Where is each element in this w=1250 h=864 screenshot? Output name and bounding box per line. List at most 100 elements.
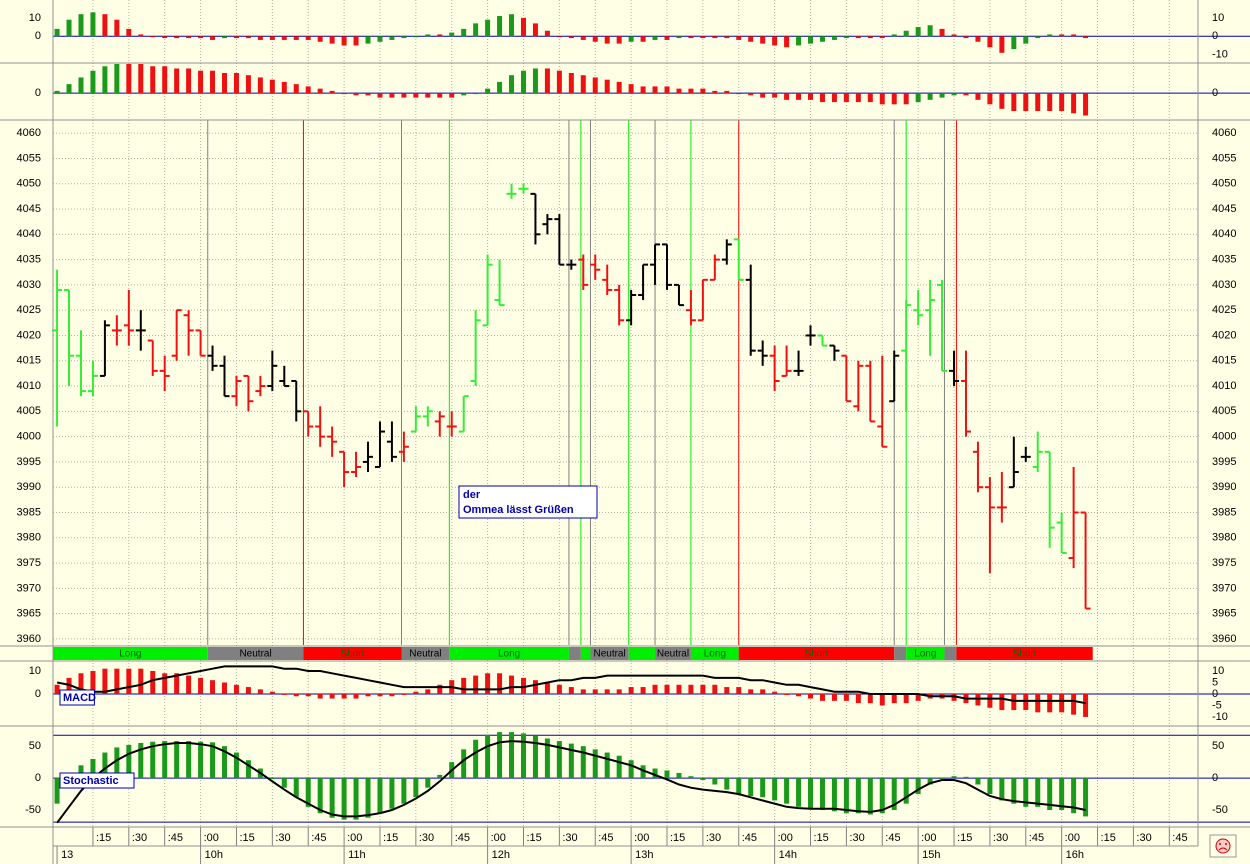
y-tick-label: 10 — [29, 665, 41, 677]
indicator-bar — [975, 36, 981, 42]
indicator-bar — [174, 36, 180, 39]
indicator-bar — [951, 776, 957, 779]
indicator-bar — [126, 28, 132, 37]
signal-label: Short — [1013, 649, 1037, 660]
icon-eye — [1219, 843, 1221, 845]
indicator-bar — [987, 778, 993, 795]
indicator-bar — [90, 12, 96, 37]
indicator-bar — [604, 36, 610, 44]
indicator-bar — [126, 64, 132, 94]
indicator-bar — [437, 34, 443, 37]
indicator-bar — [186, 675, 192, 694]
indicator-bar — [1035, 93, 1041, 112]
indicator-bar — [772, 36, 778, 46]
indicator-bar — [628, 687, 634, 694]
x-tick-label: :30 — [706, 832, 721, 844]
indicator-bar — [556, 684, 562, 694]
indicator-bar — [210, 70, 216, 94]
indicator-bar — [520, 677, 526, 694]
indicator-bar — [891, 693, 897, 704]
annotation-line: Ommea lässt Grüßen — [463, 504, 574, 516]
indicator-bar — [341, 778, 347, 820]
indicator-bar — [353, 693, 359, 699]
y2-tick-label: 5 — [1212, 676, 1218, 688]
indicator-bar — [891, 778, 897, 811]
signal-label: Short — [341, 649, 365, 660]
indicator-bar — [784, 93, 790, 100]
signal-segment — [944, 647, 957, 660]
indicator-bar — [174, 741, 180, 779]
indicator-bar — [174, 673, 180, 694]
panel-label-frame — [59, 772, 135, 789]
indicator-bar — [198, 677, 204, 694]
indicator-bar — [855, 36, 861, 39]
indicator-bar — [1083, 93, 1089, 116]
indicator-bar — [1083, 36, 1089, 39]
indicator-bar — [664, 86, 670, 94]
signal-segment — [401, 647, 450, 660]
indicator-bar — [293, 778, 299, 798]
y2-tick-label: 3990 — [1212, 481, 1236, 493]
indicator-bar — [831, 93, 837, 103]
indicator-bar — [532, 23, 538, 37]
indicator-bar — [1011, 693, 1017, 711]
indicator-bar — [963, 93, 969, 96]
indicator-bar — [497, 16, 503, 37]
signal-segment — [906, 647, 945, 660]
indicator-bar — [748, 778, 754, 796]
indicator-bar — [66, 19, 72, 37]
indicator-bar — [186, 36, 192, 39]
indicator-bar — [999, 93, 1005, 109]
indicator-bar — [736, 93, 742, 95]
y-tick-label: 4000 — [17, 431, 41, 443]
indicator-bar — [843, 778, 849, 814]
x-tick-label: :00 — [778, 832, 793, 844]
indicator-bar — [54, 778, 60, 804]
indicator-bar — [688, 36, 694, 39]
indicator-bar — [1059, 778, 1065, 811]
annotation-line: der — [463, 489, 481, 501]
indicator-bar — [1011, 778, 1017, 804]
indicator-bar — [676, 772, 682, 779]
indicator-bar — [688, 776, 694, 779]
indicator-bar — [461, 93, 467, 96]
indicator-bar — [891, 34, 897, 37]
indicator-bar — [281, 778, 287, 788]
indicator-bar — [1035, 36, 1041, 39]
indicator-bar — [676, 88, 682, 94]
y-tick-label: 3975 — [17, 557, 41, 569]
indicator-bar — [425, 93, 431, 98]
indicator-bar — [245, 36, 251, 39]
indicator-bar — [819, 36, 825, 42]
indicator-bar — [748, 36, 754, 42]
x-tick-label: :00 — [1065, 832, 1080, 844]
indicator-bar — [245, 75, 251, 94]
indicator-bar — [413, 691, 419, 694]
indicator-bar — [879, 36, 885, 39]
indicator-bar — [951, 693, 957, 701]
indicator-bar — [903, 93, 909, 105]
indicator-bar — [102, 668, 108, 694]
indicator-bar — [939, 28, 945, 37]
indicator-bar — [1047, 778, 1053, 811]
indicator-bar — [808, 93, 814, 100]
indicator-bar — [269, 79, 275, 94]
indicator-bar — [700, 684, 706, 694]
indicator-bar — [867, 693, 873, 704]
indicator-bar — [760, 93, 766, 98]
y2-tick-label: -10 — [1212, 49, 1228, 61]
indicator-bar — [819, 778, 825, 811]
y2-tick-label: 3960 — [1212, 633, 1236, 645]
indicator-bar — [975, 93, 981, 100]
indicator-bar — [257, 689, 263, 694]
indicator-bar — [963, 36, 969, 39]
indicator-bar — [808, 36, 814, 44]
y2-tick-label: -5 — [1212, 699, 1222, 711]
indicator-bar — [281, 81, 287, 94]
indicator-bar — [580, 746, 586, 779]
indicator-bar — [317, 36, 323, 42]
indicator-bar — [401, 93, 407, 98]
indicator-bar — [939, 778, 945, 780]
icon-face — [1215, 838, 1231, 854]
indicator-bar — [138, 668, 144, 694]
